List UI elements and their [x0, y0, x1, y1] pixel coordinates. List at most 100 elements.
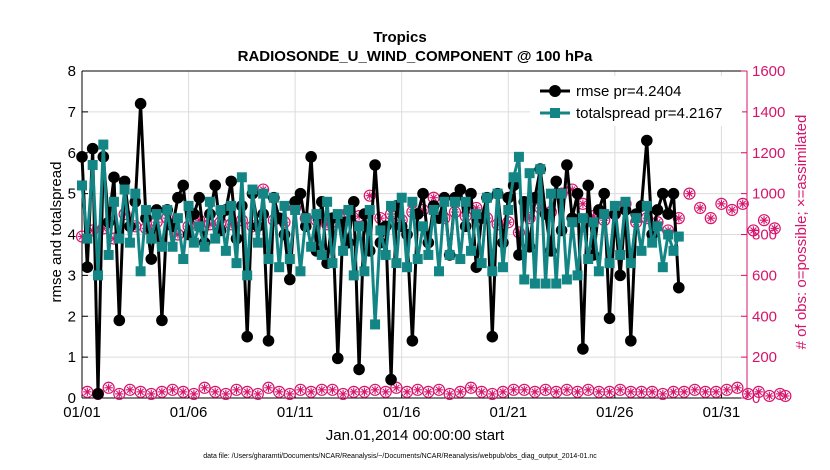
rmse-point [657, 187, 669, 200]
rmse-point [614, 269, 626, 282]
assimilated-obs-point [765, 391, 774, 401]
assimilated-obs-point [733, 383, 742, 392]
possible-obs-point [283, 387, 296, 401]
totalspread-point [529, 278, 540, 289]
rmse-point [672, 281, 685, 294]
totalspread-point [444, 249, 455, 260]
assimilated-stroke [648, 388, 656, 396]
assimilated-obs-point [695, 203, 705, 213]
rmse-point [454, 183, 467, 196]
totalspread-point [428, 204, 439, 215]
assimilated-obs-point [349, 387, 358, 397]
assimilated-stroke [718, 200, 725, 208]
rmse-point [369, 159, 381, 171]
assimilated-stroke [393, 384, 400, 392]
totalspread-point [77, 180, 87, 191]
possible-obs-point [219, 387, 232, 401]
assimilated-stroke [265, 384, 272, 392]
assimilated-stroke [670, 388, 677, 396]
totalspread-point [172, 213, 183, 224]
assimilated-stroke [728, 206, 736, 214]
totalspread-point [92, 270, 103, 281]
totalspread-point [258, 188, 269, 199]
totalspread-point [620, 196, 631, 207]
possible-obs-point [752, 385, 765, 398]
possible-obs-point [704, 212, 717, 225]
assimilated-obs-point [578, 199, 588, 209]
possible-obs-point [102, 381, 115, 394]
totalspread-point [609, 200, 620, 211]
totalspread-point [119, 184, 130, 195]
assimilated-obs-point [125, 385, 135, 395]
assimilated-obs-point [413, 385, 422, 395]
rmse-point [347, 196, 360, 208]
assimilated-stroke [755, 388, 763, 396]
assimilated-stroke [350, 388, 358, 396]
rmse-point [172, 191, 184, 204]
assimilated-stroke [446, 390, 453, 398]
assimilated-stroke [211, 388, 219, 396]
assimilated-obs-point [658, 389, 668, 399]
left-tick-label: 8 [68, 63, 76, 80]
assimilated-obs-point [770, 224, 779, 233]
totalspread-point [114, 233, 125, 244]
left-tick-label: 5 [68, 186, 76, 203]
right-tick-label: 600 [752, 267, 777, 284]
assimilated-obs-point [370, 385, 380, 395]
assimilated-stroke [435, 386, 443, 394]
possible-obs-point [326, 383, 339, 396]
assimilated-obs-point [759, 215, 769, 225]
assimilated-stroke [739, 200, 747, 208]
assimilated-stroke [499, 388, 507, 396]
left-tick-label: 3 [68, 267, 76, 284]
assimilated-stroke [712, 388, 720, 396]
assimilated-stroke [574, 388, 581, 396]
assimilated-obs-point [168, 385, 177, 395]
assimilated-stroke [488, 390, 496, 398]
assimilated-obs-point [605, 387, 614, 397]
assimilated-stroke [243, 388, 251, 396]
totalspread-point [183, 200, 194, 211]
assimilated-stroke [467, 384, 475, 392]
rmse-point [193, 191, 206, 204]
rmse-point [465, 187, 477, 200]
assimilated-stroke [233, 386, 240, 394]
possible-obs-point [731, 381, 744, 394]
totalspread-point [652, 221, 663, 232]
chart-title: Tropics [373, 29, 426, 46]
assimilated-obs-point [637, 387, 646, 397]
left-tick-label: 6 [68, 145, 76, 162]
assimilated-stroke [169, 386, 176, 394]
assimilated-stroke [456, 388, 464, 396]
x-axis-label: Jan.01,2014 00:00:00 start [326, 427, 505, 444]
totalspread-point [311, 209, 322, 220]
assimilated-stroke [137, 388, 144, 396]
assimilated-obs-point [573, 387, 582, 397]
legend-rmse-label: rmse pr=4.2404 [576, 83, 681, 100]
totalspread-point [98, 139, 109, 150]
totalspread-point [327, 258, 338, 269]
assimilated-obs-point [520, 385, 529, 395]
totalspread-point [135, 266, 146, 277]
assimilated-obs-point [200, 383, 209, 392]
assimilated-stroke [723, 386, 731, 394]
assimilated-stroke [771, 225, 779, 232]
assimilated-stroke [478, 388, 485, 396]
assimilated-stroke [776, 390, 784, 398]
rmse-point [134, 97, 147, 110]
totalspread-point [178, 254, 189, 265]
totalspread-point [380, 249, 391, 260]
legend-box [530, 76, 742, 126]
assimilated-obs-point [711, 387, 721, 397]
assimilated-stroke [126, 386, 134, 394]
assimilated-stroke [414, 386, 422, 394]
assimilated-stroke [734, 384, 741, 392]
assimilated-obs-point [685, 189, 694, 198]
rmse-point [598, 187, 610, 200]
assimilated-obs-point [626, 387, 636, 397]
assimilated-stroke [222, 390, 230, 398]
totalspread-point [455, 254, 466, 265]
assimilated-stroke [339, 390, 347, 398]
possible-obs-point [262, 381, 275, 394]
